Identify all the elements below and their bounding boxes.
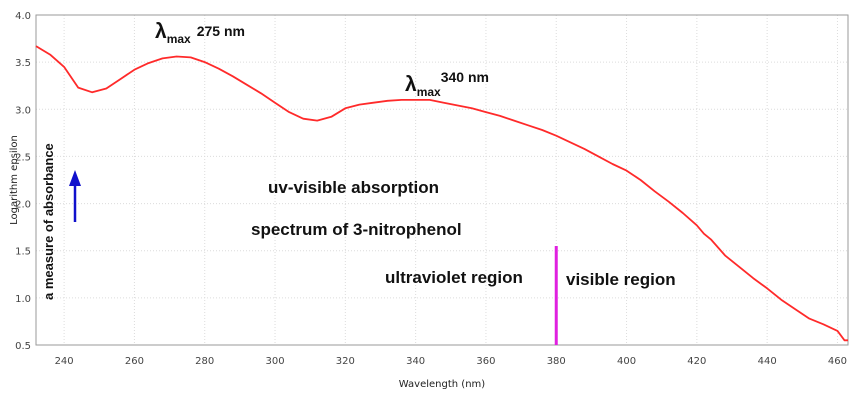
x-tick-label: 320 [336, 356, 355, 367]
x-tick-label: 280 [195, 356, 214, 367]
x-tick-label: 360 [476, 356, 495, 367]
spectrum-series-line [35, 45, 848, 342]
y-tick-label: 1.0 [15, 294, 31, 305]
y-tick-label: 0.5 [15, 341, 31, 352]
y-tick-label: 1.5 [15, 247, 31, 258]
x-tick-label: 400 [617, 356, 636, 367]
y-axis-ticks: 0.5 1.0 1.5 2.0 2.5 3.0 3.5 4.0 [15, 11, 31, 352]
spectrum-title-line2: spectrum of 3-nitrophenol [251, 220, 462, 239]
x-axis-label: Wavelength (nm) [399, 379, 485, 390]
peak2-value: 340 nm [441, 69, 489, 85]
y-tick-label: 2.0 [15, 200, 31, 211]
lambda-symbol-2: λ [405, 73, 417, 96]
y-tick-label: 4.0 [15, 11, 31, 22]
y-tick-label: 3.0 [15, 105, 31, 116]
x-tick-label: 240 [55, 356, 74, 367]
x-tick-label: 380 [547, 356, 566, 367]
peak2-label: λmax340 nm [405, 69, 489, 99]
x-tick-label: 260 [125, 356, 144, 367]
peak1-label: λmax 275 nm [155, 20, 245, 46]
absorbance-note: a measure of absorbance [41, 143, 56, 300]
lambda-subscript-2: max [417, 85, 441, 99]
visible-region-label: visible region [566, 270, 676, 289]
y-tick-label: 2.5 [15, 152, 31, 163]
peak1-value: 275 nm [197, 23, 245, 39]
x-tick-label: 440 [758, 356, 777, 367]
lambda-subscript-1: max [167, 32, 191, 46]
spectrum-title-line1: uv-visible absorption [268, 178, 439, 197]
x-tick-label: 420 [687, 356, 706, 367]
x-axis-ticks: 240 260 280 300 320 340 360 380 400 420 440 460 [55, 356, 847, 367]
x-tick-label: 300 [265, 356, 284, 367]
plot-frame [35, 14, 849, 346]
x-tick-label: 340 [406, 356, 425, 367]
y-tick-label: 3.5 [15, 58, 31, 69]
x-tick-label: 460 [828, 356, 847, 367]
lambda-symbol-1: λ [155, 20, 167, 43]
series-layer [35, 45, 848, 342]
y-axis-label: Logarithm epsilon [9, 135, 20, 225]
absorbance-arrow-head-icon [69, 170, 81, 186]
grid-lines [36, 14, 848, 346]
ultraviolet-region-label: ultraviolet region [385, 268, 523, 287]
